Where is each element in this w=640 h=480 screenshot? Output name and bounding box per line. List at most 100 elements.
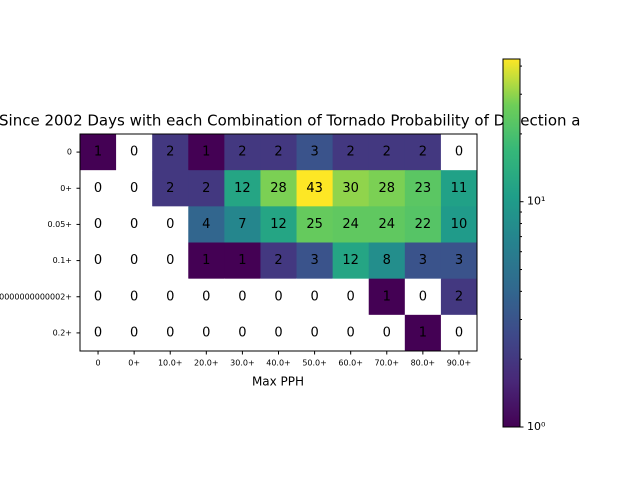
- cell-label: 0: [94, 253, 102, 268]
- cell-label: 0: [130, 181, 138, 196]
- heatmap-cell: [152, 170, 189, 207]
- heatmap-cell: [296, 170, 334, 207]
- heatmap-cell: [440, 278, 478, 316]
- heatmap-cell: [80, 242, 117, 280]
- cell-label: 10: [451, 217, 468, 232]
- x-tick-label: 80.0+: [411, 359, 436, 368]
- x-tick-label: 0: [95, 359, 100, 368]
- heatmap-cell: [224, 242, 261, 280]
- heatmap-cell: [404, 314, 442, 352]
- cell-label: 43: [306, 181, 323, 196]
- cell-label: 4: [202, 217, 210, 232]
- heatmap-cell: [404, 278, 442, 316]
- cell-label: 3: [419, 253, 427, 268]
- y-tick-label: 0.05+: [47, 220, 72, 229]
- colorbar-tick-label: 10⁰: [527, 420, 546, 433]
- heatmap-cell: [296, 206, 334, 243]
- cell-label: 1: [94, 145, 102, 160]
- heatmap-cell: [116, 134, 153, 171]
- cell-label: 28: [378, 181, 395, 196]
- cell-label: 0: [274, 289, 282, 304]
- heatmap-cell: [332, 206, 370, 243]
- heatmap-cell: [332, 170, 370, 207]
- cell-label: 22: [415, 217, 432, 232]
- cell-label: 11: [451, 181, 468, 196]
- heatmap-cell: [80, 278, 117, 316]
- heatmap-cell: [368, 278, 406, 316]
- cell-label: 2: [455, 289, 463, 304]
- cell-label: 7: [238, 217, 246, 232]
- y-tick-label: 0: [67, 148, 72, 157]
- heatmap-cell: [404, 242, 442, 280]
- heatmap-cell: [296, 134, 334, 171]
- heatmap-cell: [440, 242, 478, 280]
- heatmap-cell: [152, 314, 189, 352]
- x-tick-label: 0+: [128, 359, 140, 368]
- heatmap-cell: [332, 278, 370, 316]
- x-tick-label: 10.0+: [158, 359, 183, 368]
- heatmap-cell: [440, 206, 478, 243]
- y-tick-label: 0.1+: [53, 256, 72, 265]
- heatmap-cell: [296, 278, 334, 316]
- cell-label: 0: [238, 289, 246, 304]
- x-tick-label: 70.0+: [375, 359, 400, 368]
- cell-label: 3: [455, 253, 463, 268]
- x-tick-label: 50.0+: [302, 359, 327, 368]
- colorbar-tick-label: 10¹: [527, 195, 545, 208]
- heatmap-cell: [332, 134, 370, 171]
- cell-label: 12: [342, 253, 359, 268]
- cell-label: 0: [310, 289, 318, 304]
- cell-label: 0: [94, 289, 102, 304]
- heatmap-cell: [404, 134, 442, 171]
- heatmap-cell: [188, 278, 225, 316]
- cell-label: 2: [238, 145, 246, 160]
- heatmap-cell: [80, 134, 117, 171]
- heatmap-cell: [224, 206, 261, 243]
- heatmap-cell: [260, 278, 298, 316]
- heatmap-cell: [188, 206, 225, 243]
- cell-label: 0: [130, 145, 138, 160]
- cell-label: 8: [383, 253, 391, 268]
- cell-label: 0: [347, 289, 355, 304]
- cell-label: 28: [270, 181, 287, 196]
- y-tick-label: 0.15000000000000002+: [0, 292, 72, 301]
- heatmap-cell: [80, 170, 117, 207]
- heatmap-cell: [260, 242, 298, 280]
- cell-label: 0: [166, 325, 174, 340]
- heatmap-cell: [260, 206, 298, 243]
- cell-label: 3: [310, 145, 318, 160]
- cell-label: 0: [130, 289, 138, 304]
- heatmap-cell: [224, 134, 261, 171]
- heatmap-cell: [152, 242, 189, 280]
- cell-label: 2: [166, 145, 174, 160]
- cell-label: 0: [130, 217, 138, 232]
- cell-label: 0: [202, 325, 210, 340]
- heatmap-cell: [188, 242, 225, 280]
- heatmap-cell: [116, 314, 153, 352]
- heatmap-cell: [80, 206, 117, 243]
- cell-label: 0: [419, 289, 427, 304]
- cell-label: 2: [202, 181, 210, 196]
- heatmap-cell: [188, 314, 225, 352]
- heatmap-cell: [440, 134, 478, 171]
- cell-label: 0: [455, 325, 463, 340]
- cell-label: 3: [310, 253, 318, 268]
- heatmap-cell: [296, 314, 334, 352]
- heatmap-cell: [116, 170, 153, 207]
- x-tick-label: 40.0+: [266, 359, 291, 368]
- cell-label: 23: [415, 181, 432, 196]
- cell-label: 0: [130, 253, 138, 268]
- y-tick-label: 0+: [60, 184, 72, 193]
- cell-label: 0: [274, 325, 282, 340]
- heatmap-cell: [152, 134, 189, 171]
- heatmap-cell: [260, 170, 298, 207]
- cell-label: 30: [342, 181, 359, 196]
- colorbar: [502, 58, 521, 428]
- cell-label: 12: [270, 217, 287, 232]
- heatmap-cell: [368, 314, 406, 352]
- heatmap-cell: [332, 242, 370, 280]
- cell-label: 0: [455, 145, 463, 160]
- heatmap-cell: [116, 206, 153, 243]
